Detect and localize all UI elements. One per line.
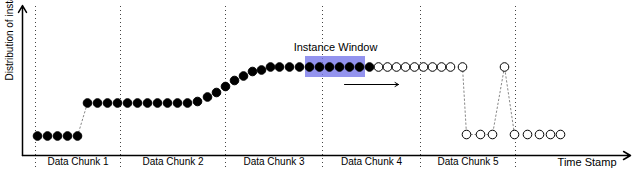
svg-text:Data Chunk 1: Data Chunk 1	[47, 156, 109, 167]
svg-text:Data Chunk 3: Data Chunk 3	[243, 156, 305, 167]
svg-text:Data Chunk 2: Data Chunk 2	[142, 156, 204, 167]
svg-text:Data Chunk 4: Data Chunk 4	[341, 156, 403, 167]
svg-text:Distribution of instance X: Distribution of instance X	[4, 0, 15, 81]
svg-text:Time Stamp: Time Stamp	[558, 156, 617, 168]
svg-text:Data Chunk 5: Data Chunk 5	[437, 156, 499, 167]
svg-text:Instance Window: Instance Window	[294, 41, 378, 53]
